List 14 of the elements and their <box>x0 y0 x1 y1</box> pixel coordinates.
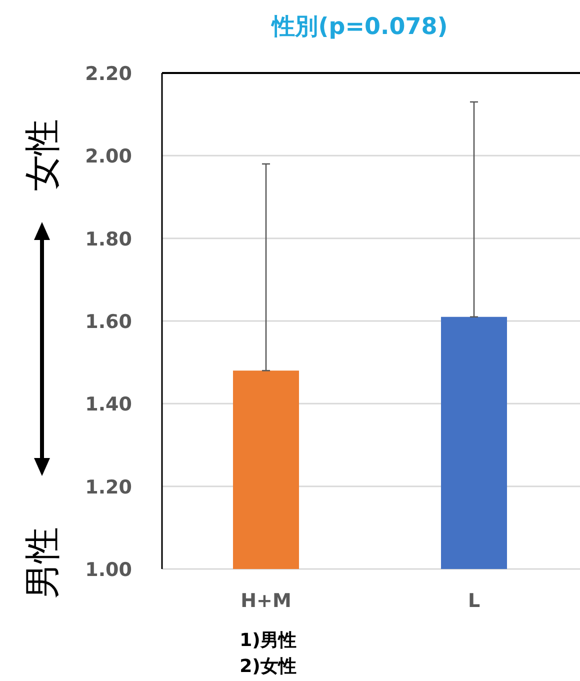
x-tick-label: L <box>468 590 480 612</box>
y-tick-label: 1.60 <box>85 311 132 333</box>
x-tick-label: H+M <box>240 590 292 612</box>
text: 男性 <box>22 527 64 599</box>
y-tick-label: 1.00 <box>85 559 132 581</box>
y-tick-label: 1.80 <box>85 228 132 250</box>
y-tick-label: 2.20 <box>85 63 132 85</box>
text: 2)女性 <box>240 656 296 677</box>
chart-title: 性別(p=0.078) <box>270 14 448 40</box>
y-tick-label: 1.20 <box>85 476 132 498</box>
text: 女性 <box>22 119 64 191</box>
y-tick-label: 2.00 <box>85 146 132 168</box>
text: 1)男性 <box>240 630 296 651</box>
y-tick-label: 1.40 <box>85 394 132 416</box>
